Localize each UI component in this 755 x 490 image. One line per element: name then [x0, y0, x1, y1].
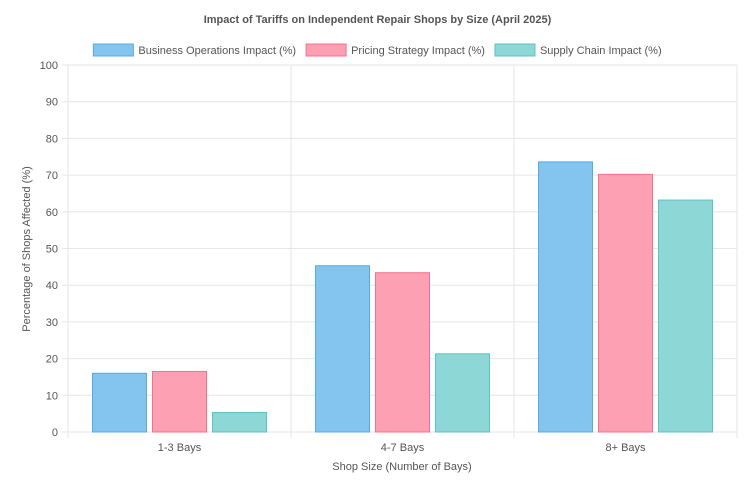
x-axis-ticks: 1-3 Bays 4-7 Bays 8+ Bays	[158, 442, 646, 454]
y-tick-label: 80	[46, 133, 58, 145]
bars	[92, 161, 713, 433]
bar-pricing-strategy-impact-8-bays[interactable]	[598, 173, 653, 433]
y-tick-label: 70	[46, 170, 58, 182]
bar-business-operations-impact-4-7-bays[interactable]	[315, 265, 370, 433]
y-tick-label: 100	[40, 60, 58, 72]
legend: Business Operations Impact (%) Pricing St…	[92, 43, 662, 57]
legend-swatch	[494, 43, 536, 57]
bar-pricing-strategy-impact-1-3-bays[interactable]	[152, 370, 207, 433]
x-tick-label: 8+ Bays	[605, 442, 646, 454]
chart-title: Impact of Tariffs on Independent Repair …	[204, 14, 552, 26]
y-tick-label: 60	[46, 207, 58, 219]
bar-business-operations-impact-1-3-bays[interactable]	[92, 372, 147, 433]
y-tick-label: 30	[46, 317, 58, 329]
y-tick-label: 50	[46, 244, 58, 256]
legend-label: Business Operations Impact (%)	[138, 45, 296, 57]
legend-label: Supply Chain Impact (%)	[540, 45, 662, 57]
bar-supply-chain-impact-4-7-bays[interactable]	[435, 353, 490, 433]
legend-item[interactable]: Pricing Strategy Impact (%)	[305, 43, 485, 57]
y-tick-label: 40	[46, 280, 58, 292]
y-axis-title: Percentage of Shops Affected (%)	[21, 166, 33, 332]
legend-swatch	[305, 43, 347, 57]
legend-item[interactable]: Business Operations Impact (%)	[92, 43, 296, 57]
y-tick-label: 20	[46, 354, 58, 366]
y-axis-ticks: 0 10 20 30 40 50 60 70 80 90 100	[40, 60, 58, 439]
bar-pricing-strategy-impact-4-7-bays[interactable]	[375, 272, 430, 433]
y-tick-label: 10	[46, 390, 58, 402]
x-tick-label: 1-3 Bays	[158, 442, 202, 454]
legend-item[interactable]: Supply Chain Impact (%)	[494, 43, 662, 57]
legend-swatch	[92, 43, 134, 57]
bar-business-operations-impact-8-bays[interactable]	[538, 161, 593, 433]
y-tick-label: 0	[52, 427, 58, 439]
bar-supply-chain-impact-8-bays[interactable]	[658, 199, 713, 433]
x-axis-title: Shop Size (Number of Bays)	[332, 461, 471, 473]
x-tick-label: 4-7 Bays	[381, 442, 425, 454]
legend-label: Pricing Strategy Impact (%)	[351, 45, 485, 57]
y-tick-label: 90	[46, 97, 58, 109]
bar-supply-chain-impact-1-3-bays[interactable]	[212, 412, 267, 433]
